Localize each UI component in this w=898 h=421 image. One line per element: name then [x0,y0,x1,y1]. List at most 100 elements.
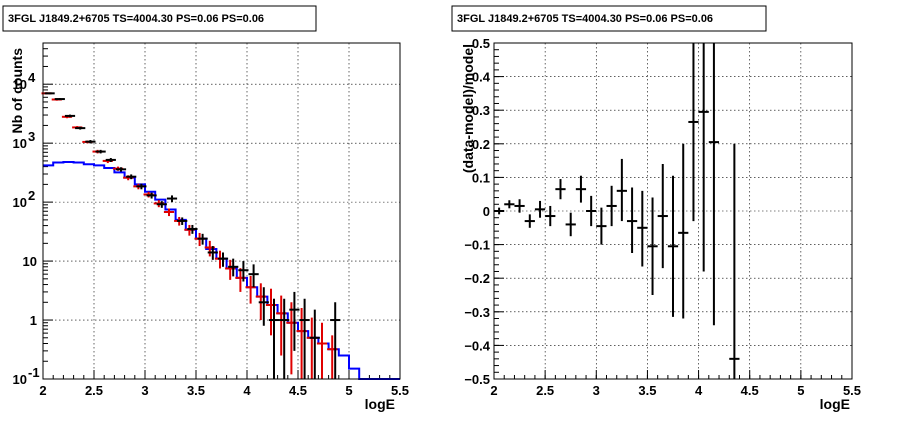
residual-title-box: 3FGL J1849.2+6705 TS=4004.30 PS=0.06 PS=… [451,5,767,32]
counts-data-point [258,287,269,326]
residual-point [494,207,505,215]
residual-point [729,143,740,379]
residual-x-tick-label: 2 [490,383,497,398]
counts-y-tick-exponent: 3 [28,129,35,144]
residual-y-tick-label: −0.3 [464,305,490,320]
counts-data-point [85,140,96,144]
counts-data-point [197,233,208,245]
counts-panel: 3FGL J1849.2+6705 TS=4004.30 PS=0.06 PS=… [2,5,410,412]
counts-y-tick-exponent: 4 [28,70,36,85]
residual-x-tick-label: 3.5 [638,383,656,398]
residual-tick-labels: 2 2.5 3 3.5 4 4.5 5 5.5 −0.5 −0.4 −0.3 −0.2 −0.1 0 0.1… [464,36,861,398]
residual-axis-ticks [493,42,853,380]
residual-point [626,187,638,253]
residual-x-tick-label: 2.5 [536,383,554,398]
counts-y-tick-label: 10 [13,372,27,387]
counts-x-tick-label: 3 [141,383,148,398]
residual-point [657,163,668,269]
residual-y-tick-label: −0.2 [464,271,490,286]
residual-plot-frame [493,42,853,380]
counts-y-tick-label: 10 [13,136,27,151]
counts-model-points-series [41,92,338,379]
residual-y-tick-label: 0.1 [472,170,490,185]
counts-data-point [126,174,137,180]
counts-y-tick-exponent: 2 [28,188,35,203]
residual-x-tick-label: 5 [797,383,804,398]
residual-point [637,190,648,267]
residual-y-tick-label: 0.2 [472,137,490,152]
counts-data-point [207,246,218,260]
counts-y-tick-exponent: -1 [28,365,40,380]
counts-data-point [146,192,157,199]
counts-x-tick-label: 5 [345,383,352,398]
counts-x-tick-label: 4.5 [289,383,307,398]
counts-x-tick-label: 5.5 [391,383,409,398]
residual-y-tick-label: 0.3 [472,103,490,118]
counts-data-point [228,258,239,277]
counts-y-axis-label: Nb of counts [9,48,25,134]
counts-data-point [75,126,86,130]
counts-y-tick-label: 1 [30,313,37,328]
residual-y-tick-label: −0.1 [464,238,490,253]
residual-title: 3FGL J1849.2+6705 TS=4004.30 PS=0.06 PS=… [457,13,713,25]
counts-data-point [95,149,106,154]
residual-point [504,200,515,209]
counts-data-point [44,92,55,95]
residual-y-tick-label: −0.5 [464,372,490,387]
counts-data-point [115,167,127,172]
counts-data-point [166,195,178,203]
counts-model-point [163,208,175,217]
residual-point [575,175,587,203]
counts-data-point [279,298,290,379]
residual-x-tick-label: 3 [593,383,600,398]
counts-data-point [54,98,65,101]
residual-point [586,195,597,227]
residual-point [524,214,535,228]
counts-data-point [268,298,280,379]
counts-data-point [248,264,259,288]
counts-axis-ticks [42,42,401,380]
residual-point [514,199,525,213]
counts-title-box: 3FGL J1849.2+6705 TS=4004.30 PS=0.06 PS=… [2,5,317,32]
residual-point [545,205,556,227]
residual-x-tick-label: 4.5 [741,383,759,398]
residual-panel: 3FGL J1849.2+6705 TS=4004.30 PS=0.06 PS=… [451,5,861,412]
counts-title: 3FGL J1849.2+6705 TS=4004.30 PS=0.06 PS=… [8,13,264,25]
counts-data-point [217,252,229,267]
counts-data-point [309,309,320,379]
residual-point [596,207,607,245]
counts-y-tick-label: 10 [13,77,27,92]
counts-data-series [44,92,341,379]
counts-plot-frame [42,42,401,380]
residual-point [667,175,679,317]
counts-grid [43,43,400,379]
residual-x-tick-label: 5.5 [843,383,861,398]
residual-point [708,43,720,326]
counts-model-point [316,322,328,379]
counts-data-point [105,158,116,162]
residual-point [698,43,709,272]
residual-point [565,212,576,237]
counts-data-point [156,201,167,208]
residual-point [688,43,699,222]
residual-point [616,158,627,222]
residual-point [534,200,546,218]
counts-data-point [187,224,198,234]
counts-data-point [64,114,76,118]
counts-model-series [43,160,400,380]
residual-series [494,43,740,379]
residual-x-tick-label: 4 [695,383,703,398]
counts-data-point [238,261,249,282]
residual-y-tick-label: −0.4 [464,338,490,353]
counts-y-tick-label: 10 [13,195,27,210]
counts-model-step-line [43,160,400,380]
counts-data-point [136,183,147,190]
residual-y-tick-label: 0.4 [472,70,491,85]
residual-x-axis-label: logE [820,396,850,412]
counts-y-tick-label: 10 [23,254,37,269]
counts-data-point [330,302,341,379]
residual-y-tick-label: 0.5 [472,36,490,51]
residual-point [606,185,617,227]
